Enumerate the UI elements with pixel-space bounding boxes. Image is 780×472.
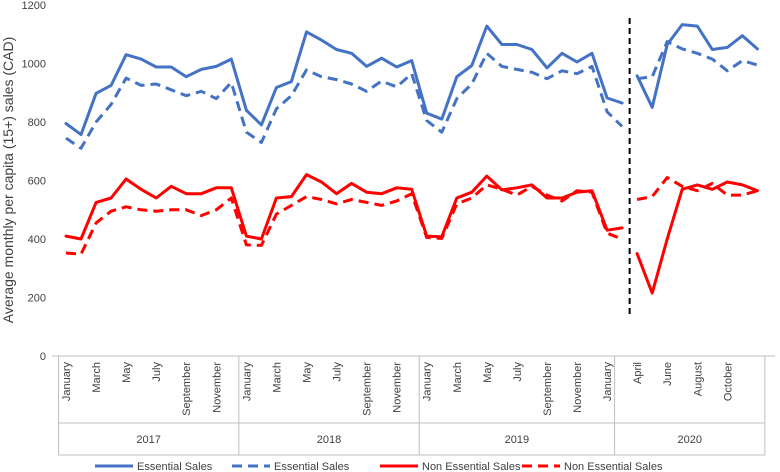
x-tick-label: March	[452, 362, 464, 393]
x-tick-label: July	[151, 362, 163, 382]
x-tick-label: October	[722, 362, 734, 401]
y-tick-label: 0	[40, 351, 46, 363]
x-tick-label: March	[91, 362, 103, 393]
series-line-3-segment-1	[64, 173, 624, 241]
year-label: 2018	[317, 434, 341, 446]
series-line-4-segment-1	[65, 183, 623, 256]
x-tick-label: May	[302, 362, 314, 383]
series-line-1-segment-2	[635, 23, 759, 109]
legend-label: Essential Sales	[137, 461, 213, 472]
y-tick-label: 1000	[22, 59, 46, 71]
y-tick-label: 600	[28, 176, 46, 188]
x-tick-label: July	[332, 362, 344, 382]
x-tick-label: September	[181, 362, 193, 416]
x-tick-label: May	[482, 362, 494, 383]
x-tick-label: March	[271, 362, 283, 393]
x-tick-label: July	[512, 362, 524, 382]
series-line-2-segment-1	[65, 51, 624, 150]
x-tick-label: November	[211, 362, 223, 413]
legend-label: Essential Sales	[274, 461, 350, 472]
y-tick-label: 800	[28, 117, 46, 129]
x-tick-label: November	[572, 362, 584, 413]
x-tick-label: January	[602, 362, 614, 402]
x-tick-label: January	[241, 362, 253, 402]
x-tick-label: January	[61, 362, 73, 402]
series-lines	[64, 23, 759, 295]
x-tick-label: January	[422, 362, 434, 402]
x-tick-label: August	[692, 362, 704, 396]
y-tick-label: 1200	[22, 0, 46, 12]
year-label: 2020	[678, 434, 702, 446]
year-label: 2017	[136, 434, 160, 446]
legend-label: Non Essential Sales	[422, 461, 521, 472]
series-line-2-segment-2	[636, 40, 758, 81]
x-tick-label: September	[542, 362, 554, 416]
series-line-3-segment-2	[635, 180, 759, 295]
x-tick-label: June	[662, 362, 674, 386]
year-label: 2019	[505, 434, 529, 446]
y-tick-labels: 0 200 400 600 800 1000 1200	[22, 0, 46, 363]
legend-label: Non Essential Sales	[564, 461, 663, 472]
x-tick-label: November	[392, 362, 404, 413]
x-tick-label: September	[362, 362, 374, 416]
y-tick-label: 400	[28, 234, 46, 246]
series-line-1-segment-1	[64, 24, 624, 137]
y-axis-label: Average monthly per capita (15+) sales (…	[0, 37, 16, 323]
legend: Essential Sales Essential Sales Non Essent…	[95, 461, 663, 472]
x-tick-label: April	[632, 362, 644, 384]
series-line-4-segment-2	[636, 176, 758, 201]
y-tick-label: 200	[28, 293, 46, 305]
x-tick-label: May	[121, 362, 133, 383]
x-axis: January March May July September November Janu…	[52, 355, 775, 456]
